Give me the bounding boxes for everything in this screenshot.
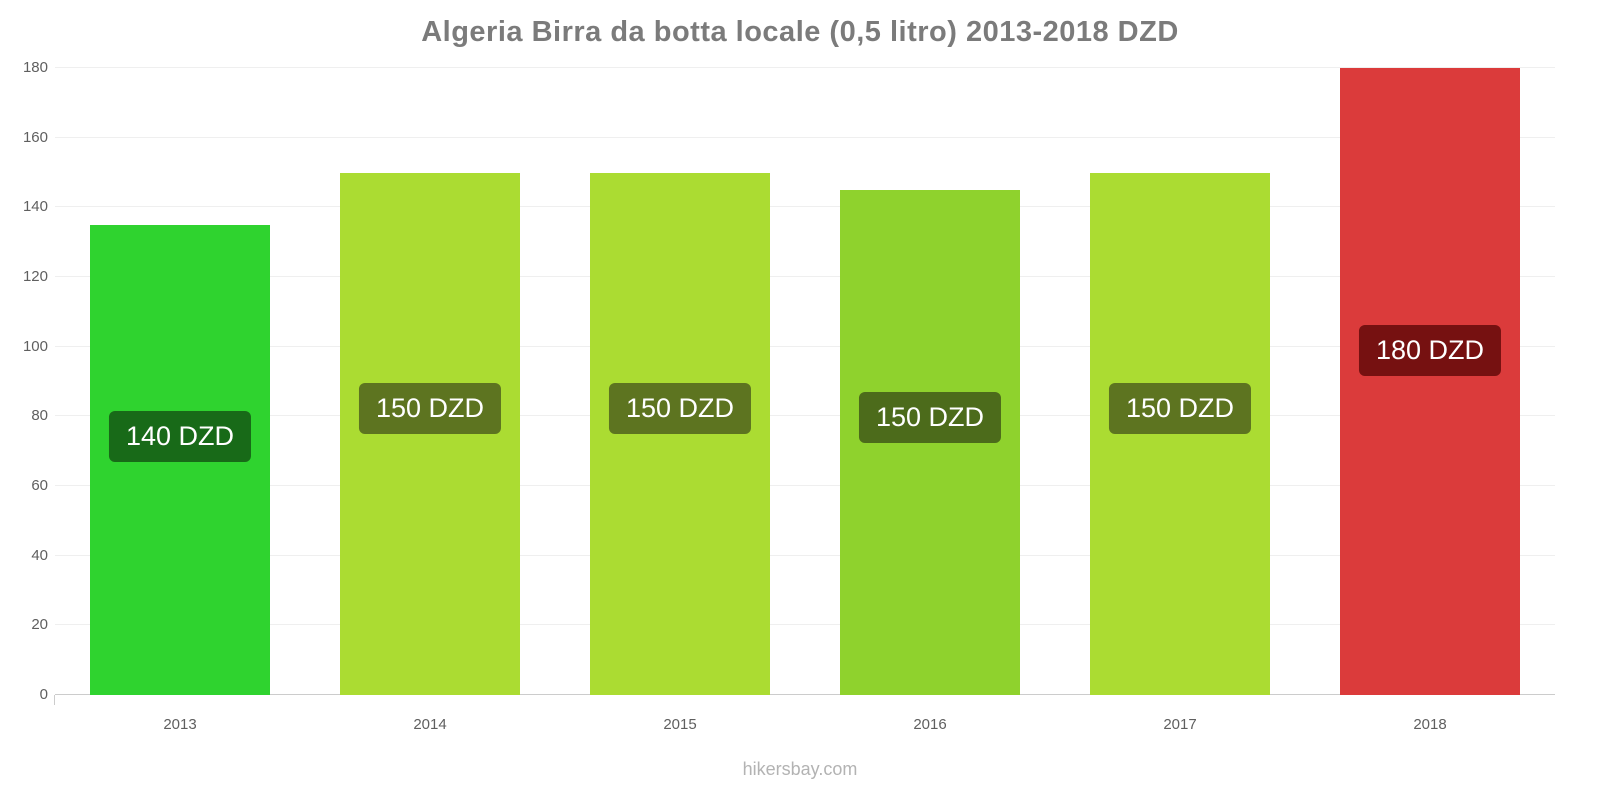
gridline-y-120 [55,276,1555,277]
chart-title: Algeria Birra da botta locale (0,5 litro… [421,16,1179,48]
y-axis-tick-label: 0 [39,686,48,703]
bar-2017: 150 DZD [1090,172,1270,695]
y-axis-tick-label: 160 [22,128,48,146]
gridline-y-80 [55,415,1555,417]
bar-2014: 150 DZD [340,172,520,695]
x-axis-tick-label-2015: 2015 [663,716,697,733]
y-axis-tick-label: 120 [22,268,48,285]
x-axis-tick-label-2016: 2016 [913,716,947,733]
y-axis-tick-label: 140 [22,198,48,216]
gridline-y-140 [55,206,1555,208]
bar-value-label-2016: 150 DZD [858,392,1002,444]
bar-value-label-2017: 150 DZD [1108,382,1252,434]
bar-2013: 140 DZD [90,224,270,695]
x-axis-tick-label-2013: 2013 [163,716,197,733]
y-axis-tick-label: 180 [22,59,48,76]
gridline-y-40 [55,554,1555,556]
y-axis-tick [54,695,55,705]
plot-wrap: 140 DZD 150 DZD 150 DZD 150 DZD 150 DZD 180 D… [0,59,1600,733]
gridline-y-100 [55,345,1555,347]
bar-2018: 180 DZD [1340,68,1520,695]
y-axis-tick-label: 100 [22,337,48,355]
y-axis-tick-label: 40 [31,546,48,564]
footer-link[interactable]: hikersbay.com [742,759,858,779]
bar-value-label-2014: 150 DZD [358,382,502,434]
gridline-y-60 [55,485,1555,486]
bar-value-label-2013: 140 DZD [108,411,252,463]
x-axis-tick-label-2017: 2017 [1163,716,1197,733]
plot-area: 140 DZD 150 DZD 150 DZD 150 DZD 150 DZD 180 D… [54,67,1555,705]
x-axis-tick-label-2014: 2014 [413,716,447,733]
bar-2016: 150 DZD [840,189,1020,695]
bar-value-label-2018: 180 DZD [1358,325,1502,377]
x-axis-tick-label-2018: 2018 [1413,716,1447,733]
y-axis-tick-label: 20 [31,616,48,634]
gridline-y-20 [55,624,1555,626]
gridline-y-160 [55,136,1555,138]
y-axis-tick-label: 80 [31,407,48,425]
y-axis-tick-label: 60 [31,477,48,494]
bar-value-label-2015: 150 DZD [608,382,752,434]
x-axis-line [55,694,1555,695]
bar-2015: 150 DZD [590,172,770,695]
gridline-y-180 [55,67,1555,68]
